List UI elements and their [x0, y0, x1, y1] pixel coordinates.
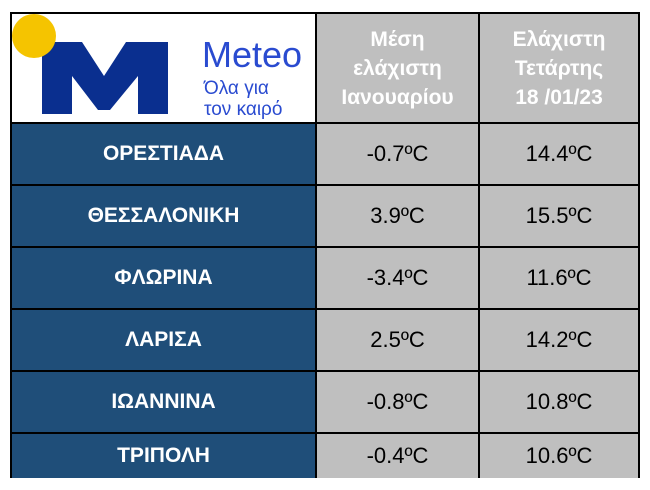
temperature: -0.8ºC	[317, 372, 478, 432]
temperature: 3.9ºC	[317, 186, 478, 246]
tagline-line: Όλα για	[204, 78, 269, 99]
temperature: 10.8ºC	[480, 372, 638, 432]
temperature: -0.4ºC	[317, 434, 478, 478]
logo-sun	[12, 14, 56, 58]
city-name: ΟΡΕΣΤΙΑΔΑ	[12, 124, 315, 184]
temperature: 10.6ºC	[480, 434, 638, 478]
header-line: Τετάρτης	[514, 56, 604, 80]
header-line: Μέση	[370, 27, 425, 51]
header-line: Ιανουαρίου	[341, 85, 454, 109]
header-cell: Μέση ελάχιστη Ιανουαρίου	[317, 14, 478, 122]
temperature: 11.6ºC	[480, 248, 638, 308]
city-name: ΦΛΩΡΙΝΑ	[12, 248, 315, 308]
temperature: 14.4ºC	[480, 124, 638, 184]
weather-table: Meteo Όλα για τον καιρό Μέση ελάχιστη Ιανο…	[10, 12, 640, 478]
logo-m	[42, 42, 168, 114]
city-name: ΙΩΑΝΝΙΝΑ	[12, 372, 315, 432]
temperature: 15.5ºC	[480, 186, 638, 246]
logo-name: Meteo	[202, 34, 303, 75]
logo-graphic	[12, 14, 168, 114]
header-line: ελάχιστη	[353, 56, 442, 80]
city-name: ΘΕΣΣΑΛΟΝΙΚΗ	[12, 186, 315, 246]
logo-cell: Meteo Όλα για τον καιρό	[12, 14, 315, 122]
temperature: 2.5ºC	[317, 310, 478, 370]
header-line: 18 /01/23	[515, 85, 603, 109]
temperature: -0.7ºC	[317, 124, 478, 184]
city-name: ΤΡΙΠΟΛΗ	[12, 434, 315, 478]
logo-tagline: Όλα για τον καιρό	[204, 78, 282, 120]
temperature: -3.4ºC	[317, 248, 478, 308]
header-cell: Ελάχιστη Τετάρτης 18 /01/23	[480, 14, 638, 122]
header-line: Ελάχιστη	[512, 27, 606, 51]
temperature: 14.2ºC	[480, 310, 638, 370]
city-name: ΛΑΡΙΣΑ	[12, 310, 315, 370]
tagline-line: τον καιρό	[204, 99, 283, 120]
